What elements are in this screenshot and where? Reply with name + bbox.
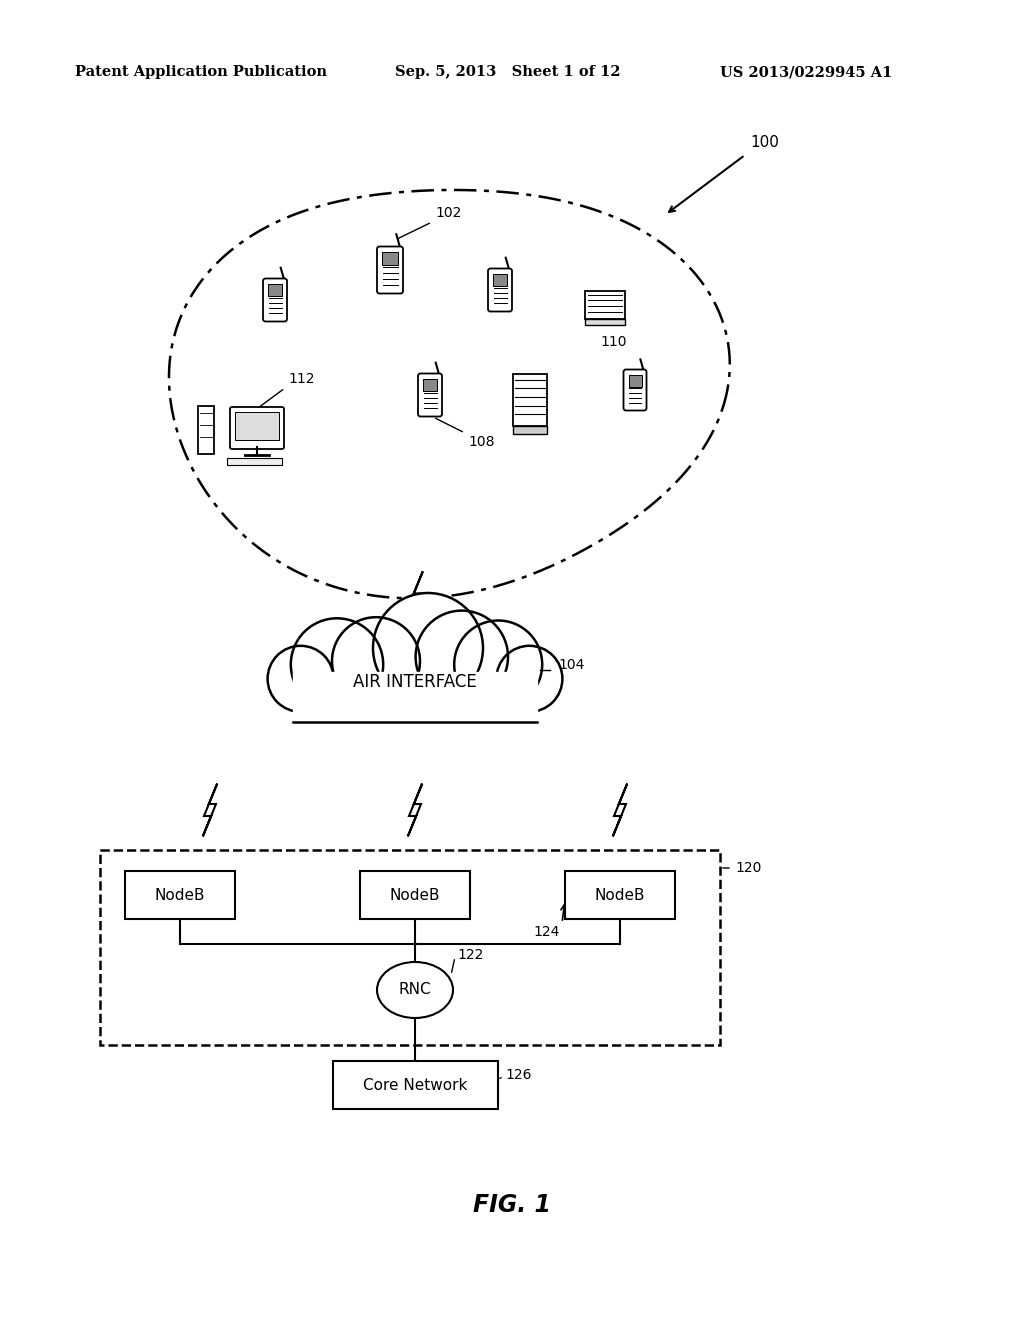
Polygon shape [612,784,627,837]
Text: 108: 108 [468,436,495,449]
Bar [513,374,547,426]
Bar [585,319,626,325]
Text: 124: 124 [534,925,560,939]
Text: 122: 122 [457,948,483,962]
Circle shape [332,618,420,705]
Text: 112: 112 [288,372,314,385]
Bar [360,871,470,919]
Bar [227,458,282,465]
Circle shape [373,593,483,704]
Text: US 2013/0229945 A1: US 2013/0229945 A1 [720,65,892,79]
Polygon shape [408,572,423,628]
Text: 100: 100 [750,135,779,150]
Bar [493,275,507,286]
Text: Sep. 5, 2013   Sheet 1 of 12: Sep. 5, 2013 Sheet 1 of 12 [395,65,621,79]
Ellipse shape [377,962,453,1018]
Bar [125,871,234,919]
FancyBboxPatch shape [418,374,442,417]
Polygon shape [203,784,217,837]
Bar [293,664,538,725]
Text: 110: 110 [600,335,627,348]
Polygon shape [408,784,422,837]
Bar [513,426,547,434]
Text: 102: 102 [435,206,462,220]
Circle shape [416,611,508,704]
Circle shape [455,620,542,709]
Circle shape [267,645,334,711]
Text: 104: 104 [558,657,585,672]
Bar [268,284,282,296]
Text: Patent Application Publication: Patent Application Publication [75,65,327,79]
Text: NodeB: NodeB [390,887,440,903]
Circle shape [291,618,383,710]
Bar [100,850,720,1045]
Bar [565,871,675,919]
Bar [585,290,626,319]
Bar [234,412,279,440]
FancyBboxPatch shape [230,407,284,449]
Bar [382,252,398,265]
Bar [423,379,437,391]
Bar [629,375,641,387]
Text: RNC: RNC [398,982,431,998]
Text: AIR INTERFACE: AIR INTERFACE [353,673,477,690]
Bar [198,407,214,454]
Text: 126: 126 [506,1068,532,1082]
Bar [293,672,538,722]
Text: Core Network: Core Network [362,1077,467,1093]
Circle shape [497,645,562,711]
Text: NodeB: NodeB [155,887,205,903]
FancyBboxPatch shape [488,268,512,312]
FancyBboxPatch shape [263,279,287,322]
FancyBboxPatch shape [377,247,403,293]
Text: 120: 120 [735,861,762,875]
Text: NodeB: NodeB [595,887,645,903]
Bar [333,1061,498,1109]
FancyBboxPatch shape [624,370,646,411]
Text: FIG. 1: FIG. 1 [473,1193,551,1217]
